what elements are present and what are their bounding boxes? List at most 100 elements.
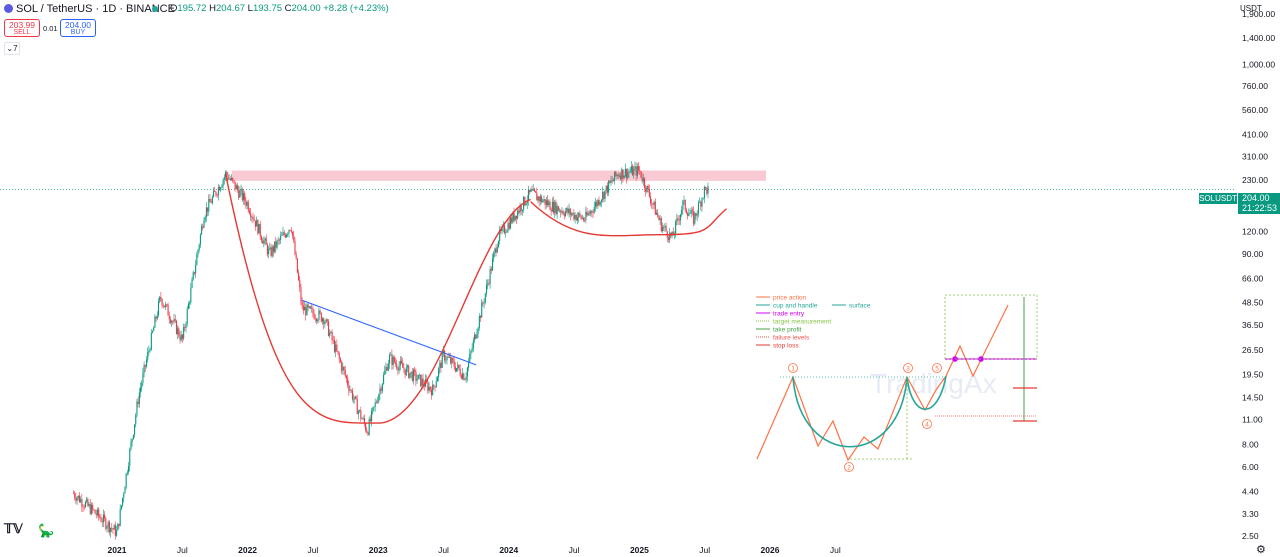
- candle-body: [598, 200, 600, 205]
- candle-body: [445, 360, 447, 361]
- candle-body: [416, 379, 418, 381]
- candle-body: [75, 497, 77, 501]
- chevron-down-icon: ⌄: [6, 44, 14, 53]
- candle-body: [258, 223, 260, 234]
- candle-body: [621, 169, 623, 180]
- candle-body: [361, 418, 363, 420]
- candle-body: [86, 499, 88, 503]
- currency-selector[interactable]: USDT: [1240, 4, 1262, 13]
- candle-body: [632, 166, 634, 176]
- candle-body: [72, 493, 75, 494]
- candle-body: [81, 499, 83, 507]
- candle-body: [84, 502, 87, 508]
- point-marker: [932, 363, 942, 373]
- sell-button[interactable]: 203.99 SELL: [4, 19, 40, 37]
- candle-body: [402, 363, 404, 368]
- candle-body: [367, 432, 369, 435]
- candle-body: [565, 211, 567, 216]
- candle-body: [207, 207, 209, 212]
- candle-body: [107, 521, 109, 528]
- candle-body: [557, 206, 559, 212]
- candle-body: [123, 493, 125, 498]
- candle-body: [189, 302, 191, 304]
- candle-body: [390, 354, 392, 356]
- candle-body: [612, 180, 614, 182]
- candle-body: [481, 302, 483, 318]
- candle-body: [497, 240, 500, 247]
- candle-body: [453, 360, 455, 368]
- candle-body: [624, 169, 626, 176]
- candle-body: [590, 210, 592, 214]
- candle-body: [373, 406, 375, 408]
- candle-body: [433, 384, 435, 387]
- candle-body: [531, 189, 533, 191]
- candle-body: [616, 174, 618, 176]
- buy-button[interactable]: 204.00 BUY: [60, 19, 96, 37]
- candle-body: [166, 304, 168, 305]
- candle-body: [380, 388, 382, 391]
- candle-body: [655, 212, 658, 215]
- resistance-zone: [231, 170, 767, 181]
- candle-body: [688, 213, 690, 216]
- price-tick-label: 90.00: [1242, 249, 1264, 259]
- price-tick-label: 19.50: [1242, 369, 1264, 379]
- candle-body: [362, 418, 364, 420]
- point-marker: [844, 462, 854, 472]
- candle-body: [578, 213, 580, 218]
- candle-body: [681, 209, 683, 215]
- indicators-toggle[interactable]: ⌄7: [4, 42, 20, 55]
- candle-body: [615, 171, 617, 176]
- candle-body: [371, 410, 373, 422]
- candle-body: [410, 371, 412, 374]
- candle-body: [421, 378, 423, 387]
- candle-body: [192, 272, 194, 280]
- candle-body: [145, 359, 148, 367]
- candle-body: [536, 192, 538, 201]
- candle-body: [572, 212, 574, 215]
- candle-body: [574, 215, 576, 220]
- candle-body: [90, 504, 93, 514]
- candle-body: [561, 211, 563, 213]
- candle-body: [89, 504, 91, 514]
- candle-body: [343, 366, 345, 371]
- candle-body: [183, 327, 185, 339]
- candle-body: [144, 364, 146, 367]
- candle-body: [409, 373, 411, 378]
- candle-body: [318, 310, 320, 321]
- symbol-title[interactable]: SOL / TetherUS · 1D · BINANCE: [16, 3, 175, 15]
- candle-body: [471, 348, 473, 351]
- candle-body: [161, 298, 163, 306]
- candle-body: [533, 188, 535, 192]
- candle-body: [229, 178, 231, 180]
- candle-body: [338, 353, 340, 359]
- candle-body: [324, 322, 326, 325]
- candle-body: [246, 202, 248, 206]
- time-tick-label: 2026: [761, 545, 780, 555]
- time-axis: 2021 Jul 2022 Jul 2023 Jul 2024 Jul 2025 Jul 2026 J…: [108, 545, 841, 555]
- candle-body: [406, 365, 409, 368]
- candle-body: [456, 367, 458, 372]
- candle-body: [74, 493, 76, 498]
- candle-body: [524, 196, 526, 206]
- candle-body: [645, 187, 647, 193]
- candle-body: [441, 352, 443, 368]
- price-tick-label: 310.00: [1242, 152, 1268, 162]
- candle-body: [375, 402, 377, 404]
- candle-body: [442, 350, 444, 353]
- candle-body: [236, 185, 239, 190]
- candle-body: [434, 386, 436, 388]
- candle-body: [620, 175, 622, 180]
- candle-body: [306, 304, 308, 316]
- tradingview-logo-icon[interactable]: 𝕋𝕍: [4, 521, 23, 536]
- candle-body: [395, 362, 397, 364]
- dino-icon: 🦕: [38, 523, 55, 538]
- candle-body: [184, 327, 186, 328]
- candle-body: [397, 368, 399, 371]
- settings-gear-icon[interactable]: ⚙: [1256, 544, 1266, 556]
- candle-body: [638, 166, 640, 171]
- candle-body: [665, 225, 667, 232]
- candle-body: [347, 378, 349, 385]
- price-tick-label: 66.00: [1242, 273, 1264, 283]
- candle-body: [209, 198, 211, 203]
